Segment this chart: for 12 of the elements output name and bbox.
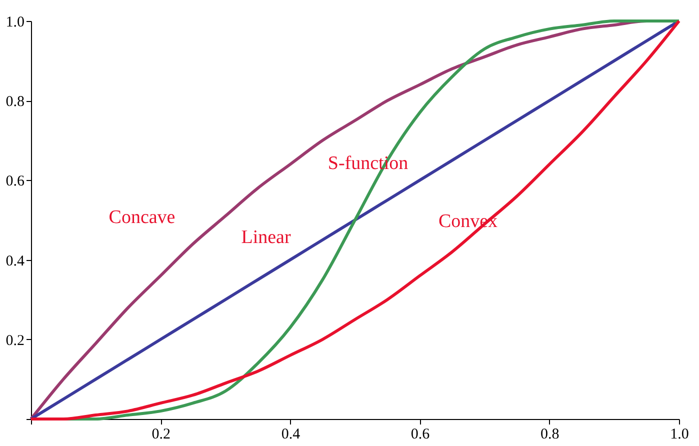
y-tick-label: 0.2	[6, 332, 24, 349]
series-label: Concave	[108, 207, 176, 228]
series-label: Linear	[241, 227, 292, 248]
y-tick-label: 0.6	[6, 174, 25, 190]
x-tick-label: 1.0	[670, 426, 689, 442]
x-tick-label: 0.4	[281, 426, 301, 442]
x-tick-label: 0.8	[540, 426, 560, 442]
y-tick-label: 0.4	[6, 253, 25, 270]
y-tick-label: 1.0	[6, 14, 24, 30]
x-tick-label: 0.6	[410, 426, 430, 442]
y-tick-label: 0.8	[6, 94, 24, 110]
x-tick-label: 0.2	[152, 426, 170, 442]
